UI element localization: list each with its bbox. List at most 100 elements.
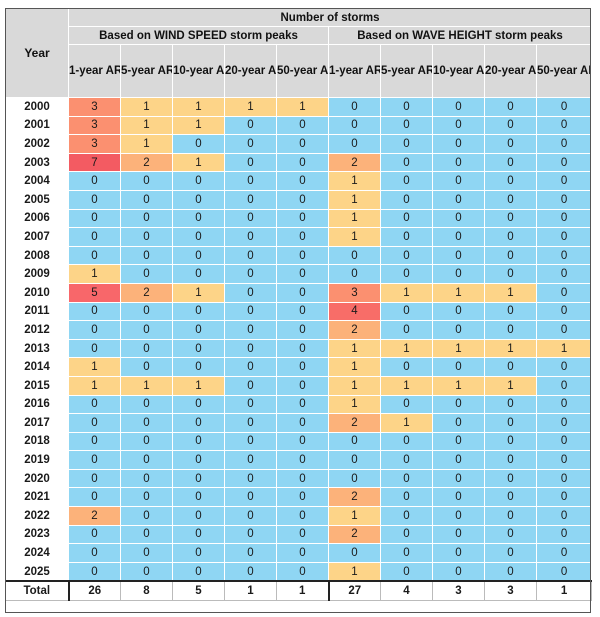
wave-height-count-cell: 0 [380,245,433,266]
column-header: 5-year ARI [120,44,173,98]
wind-speed-count-cell: 0 [224,543,277,563]
wind-speed-count-cell: 0 [120,227,173,247]
year-cell: 2009 [5,264,69,284]
wind-speed-count-cell: 3 [68,115,121,136]
wave-height-count-cell: 0 [432,301,485,322]
wind-speed-count-cell: 0 [276,394,329,415]
wave-height-count-cell: 1 [380,413,433,433]
table-row: 2021 0 0 0 0 0 2 0 0 0 0 [5,487,593,508]
wave-height-count-cell: 0 [535,357,593,377]
wind-speed-count-cell: 0 [120,543,173,563]
wave-height-count-cell: 0 [535,245,593,266]
wave-height-count-cell: 0 [484,134,537,154]
year-cell: 2021 [5,487,69,508]
wind-speed-count-cell: 0 [276,431,329,452]
wave-height-count-cell: 0 [535,208,593,229]
wind-speed-count-cell: 0 [276,468,329,489]
column-header: 20-year ARI [484,44,537,98]
wave-height-count-cell: 0 [380,189,433,210]
total-label: Total [5,580,70,602]
wind-speed-count-cell: 0 [172,431,225,452]
year-cell: 2008 [5,245,69,266]
column-header: 1-year ARI [328,44,381,98]
wind-speed-count-cell: 0 [224,282,277,303]
wave-height-count-cell: 0 [328,97,381,117]
wave-height-count-cell: 1 [432,282,485,303]
wind-speed-count-cell: 0 [276,320,329,340]
wave-height-count-cell: 1 [432,375,485,396]
wave-height-count-cell: 1 [535,338,593,359]
wave-height-count-cell: 0 [432,152,485,173]
wave-height-count-cell: 0 [484,394,537,415]
total-row: Total 26 8 5 1 1 27 4 3 3 1 [5,580,593,602]
wind-speed-count-cell: 0 [276,134,329,154]
wave-height-count-cell: 2 [328,320,381,340]
column-header: 1-year ARI [68,44,121,98]
wind-speed-count-cell: 0 [172,134,225,154]
wind-speed-count-cell: 0 [276,189,329,210]
table-row: 2007 0 0 0 0 0 1 0 0 0 0 [5,227,593,247]
wind-speed-count-cell: 0 [68,320,121,340]
table-row: 2022 2 0 0 0 0 1 0 0 0 0 [5,506,593,526]
wind-speed-count-cell: 0 [276,450,329,470]
wind-speed-count-cell: 2 [120,282,173,303]
wind-speed-count-cell: 0 [224,245,277,266]
year-cell: 2014 [5,357,69,377]
year-cell: 2005 [5,189,69,210]
wind-speed-count-cell: 0 [172,245,225,266]
wave-height-count-cell: 0 [535,375,593,396]
wind-speed-count-cell: 0 [224,561,277,582]
wave-height-count-cell: 1 [328,394,381,415]
year-cell: 2010 [5,282,69,303]
wave-height-count-cell: 0 [535,152,593,173]
wind-speed-count-cell: 0 [276,264,329,284]
wind-speed-count-cell: 0 [120,506,173,526]
year-cell: 2013 [5,338,69,359]
wind-speed-count-cell: 0 [120,208,173,229]
wind-speed-count-cell: 0 [224,320,277,340]
wave-height-count-cell: 1 [328,189,381,210]
wave-height-count-cell: 0 [484,524,537,545]
wave-height-count-cell: 0 [380,468,433,489]
wave-height-count-cell: 0 [484,227,537,247]
wave-height-count-cell: 0 [432,357,485,377]
wind-speed-count-cell: 0 [68,394,121,415]
wave-height-count-cell: 0 [484,301,537,322]
wave-height-count-cell: 0 [380,97,433,117]
wave-height-count-cell: 0 [432,506,485,526]
wave-height-count-cell: 0 [380,301,433,322]
wave-height-count-cell: 0 [432,97,485,117]
wind-speed-count-cell: 0 [68,245,121,266]
wave-height-count-cell: 0 [484,208,537,229]
table-row: 2023 0 0 0 0 0 2 0 0 0 0 [5,524,593,545]
wind-speed-count-cell: 1 [172,375,225,396]
year-cell: 2025 [5,561,69,582]
wave-height-count-cell: 0 [380,171,433,191]
wave-height-count-cell: 0 [432,394,485,415]
wind-speed-count-cell: 1 [68,264,121,284]
table-row: 2016 0 0 0 0 0 1 0 0 0 0 [5,394,593,415]
wind-speed-count-cell: 0 [172,208,225,229]
wave-height-count-cell: 0 [535,171,593,191]
wind-speed-count-cell: 0 [224,171,277,191]
wave-height-count-cell: 0 [328,468,381,489]
wind-speed-count-cell: 0 [68,208,121,229]
wind-speed-count-cell: 0 [172,506,225,526]
wave-height-count-cell: 0 [484,561,537,582]
wave-height-count-cell: 0 [535,189,593,210]
wind-speed-count-cell: 5 [68,282,121,303]
wind-speed-count-cell: 0 [120,245,173,266]
wave-height-count-cell: 0 [380,487,433,508]
wave-height-count-cell: 0 [535,468,593,489]
year-cell: 2024 [5,543,69,563]
wind-speed-total-cell: 8 [120,580,173,602]
wind-speed-count-cell: 0 [68,524,121,545]
wind-speed-count-cell: 1 [68,375,121,396]
wind-speed-count-cell: 0 [172,543,225,563]
wind-speed-count-cell: 0 [68,413,121,433]
wave-height-count-cell: 0 [484,431,537,452]
wind-speed-count-cell: 0 [120,524,173,545]
wave-height-count-cell: 0 [484,506,537,526]
wind-speed-count-cell: 0 [224,487,277,508]
wind-speed-count-cell: 0 [276,301,329,322]
